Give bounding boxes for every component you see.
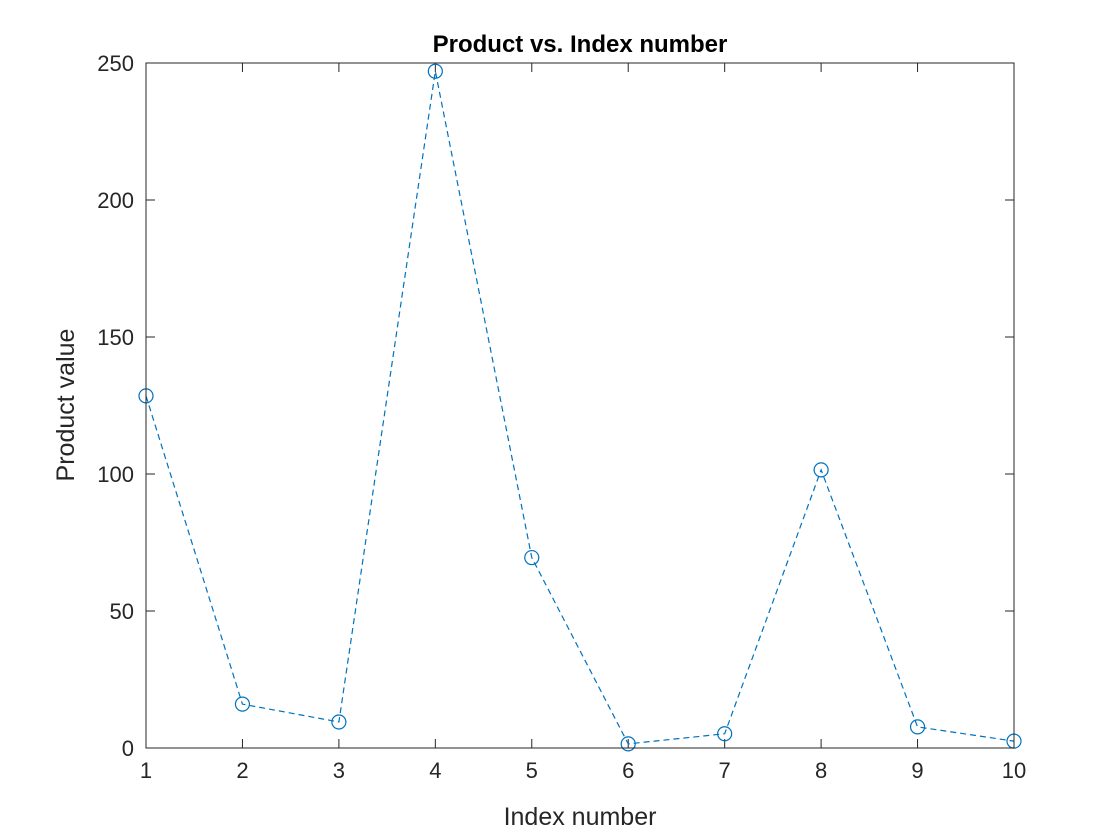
y-tick-label: 250 bbox=[97, 51, 134, 76]
x-axis-label: Index number bbox=[504, 803, 657, 831]
x-tick-label: 9 bbox=[911, 758, 923, 783]
data-point-marker bbox=[234, 696, 251, 712]
data-point-marker bbox=[524, 549, 540, 566]
x-tick-label: 1 bbox=[140, 758, 152, 783]
data-point-marker bbox=[813, 462, 829, 478]
y-axis-label: Product value bbox=[52, 329, 80, 482]
data-point-marker bbox=[909, 719, 926, 735]
y-tick-label: 0 bbox=[122, 736, 134, 761]
y-tick-label: 150 bbox=[97, 325, 134, 350]
data-point-marker bbox=[427, 63, 443, 79]
x-tick-label: 4 bbox=[429, 758, 441, 783]
x-tick-label: 5 bbox=[526, 758, 538, 783]
y-tick-label: 200 bbox=[97, 188, 134, 213]
x-tick-label: 3 bbox=[333, 758, 345, 783]
x-tick-label: 6 bbox=[622, 758, 634, 783]
y-tick-label: 50 bbox=[110, 599, 134, 624]
data-point-marker bbox=[717, 726, 733, 742]
x-tick-label: 7 bbox=[719, 758, 731, 783]
x-tick-label: 2 bbox=[236, 758, 248, 783]
axes-frame bbox=[145, 62, 1015, 749]
chart-title: Product vs. Index number bbox=[433, 31, 728, 58]
x-tick-label: 10 bbox=[1002, 758, 1026, 783]
data-point-marker bbox=[331, 714, 347, 730]
y-tick-label: 100 bbox=[97, 462, 134, 487]
data-point-marker bbox=[620, 736, 636, 752]
x-tick-label: 8 bbox=[815, 758, 827, 783]
series-line bbox=[145, 71, 1015, 745]
